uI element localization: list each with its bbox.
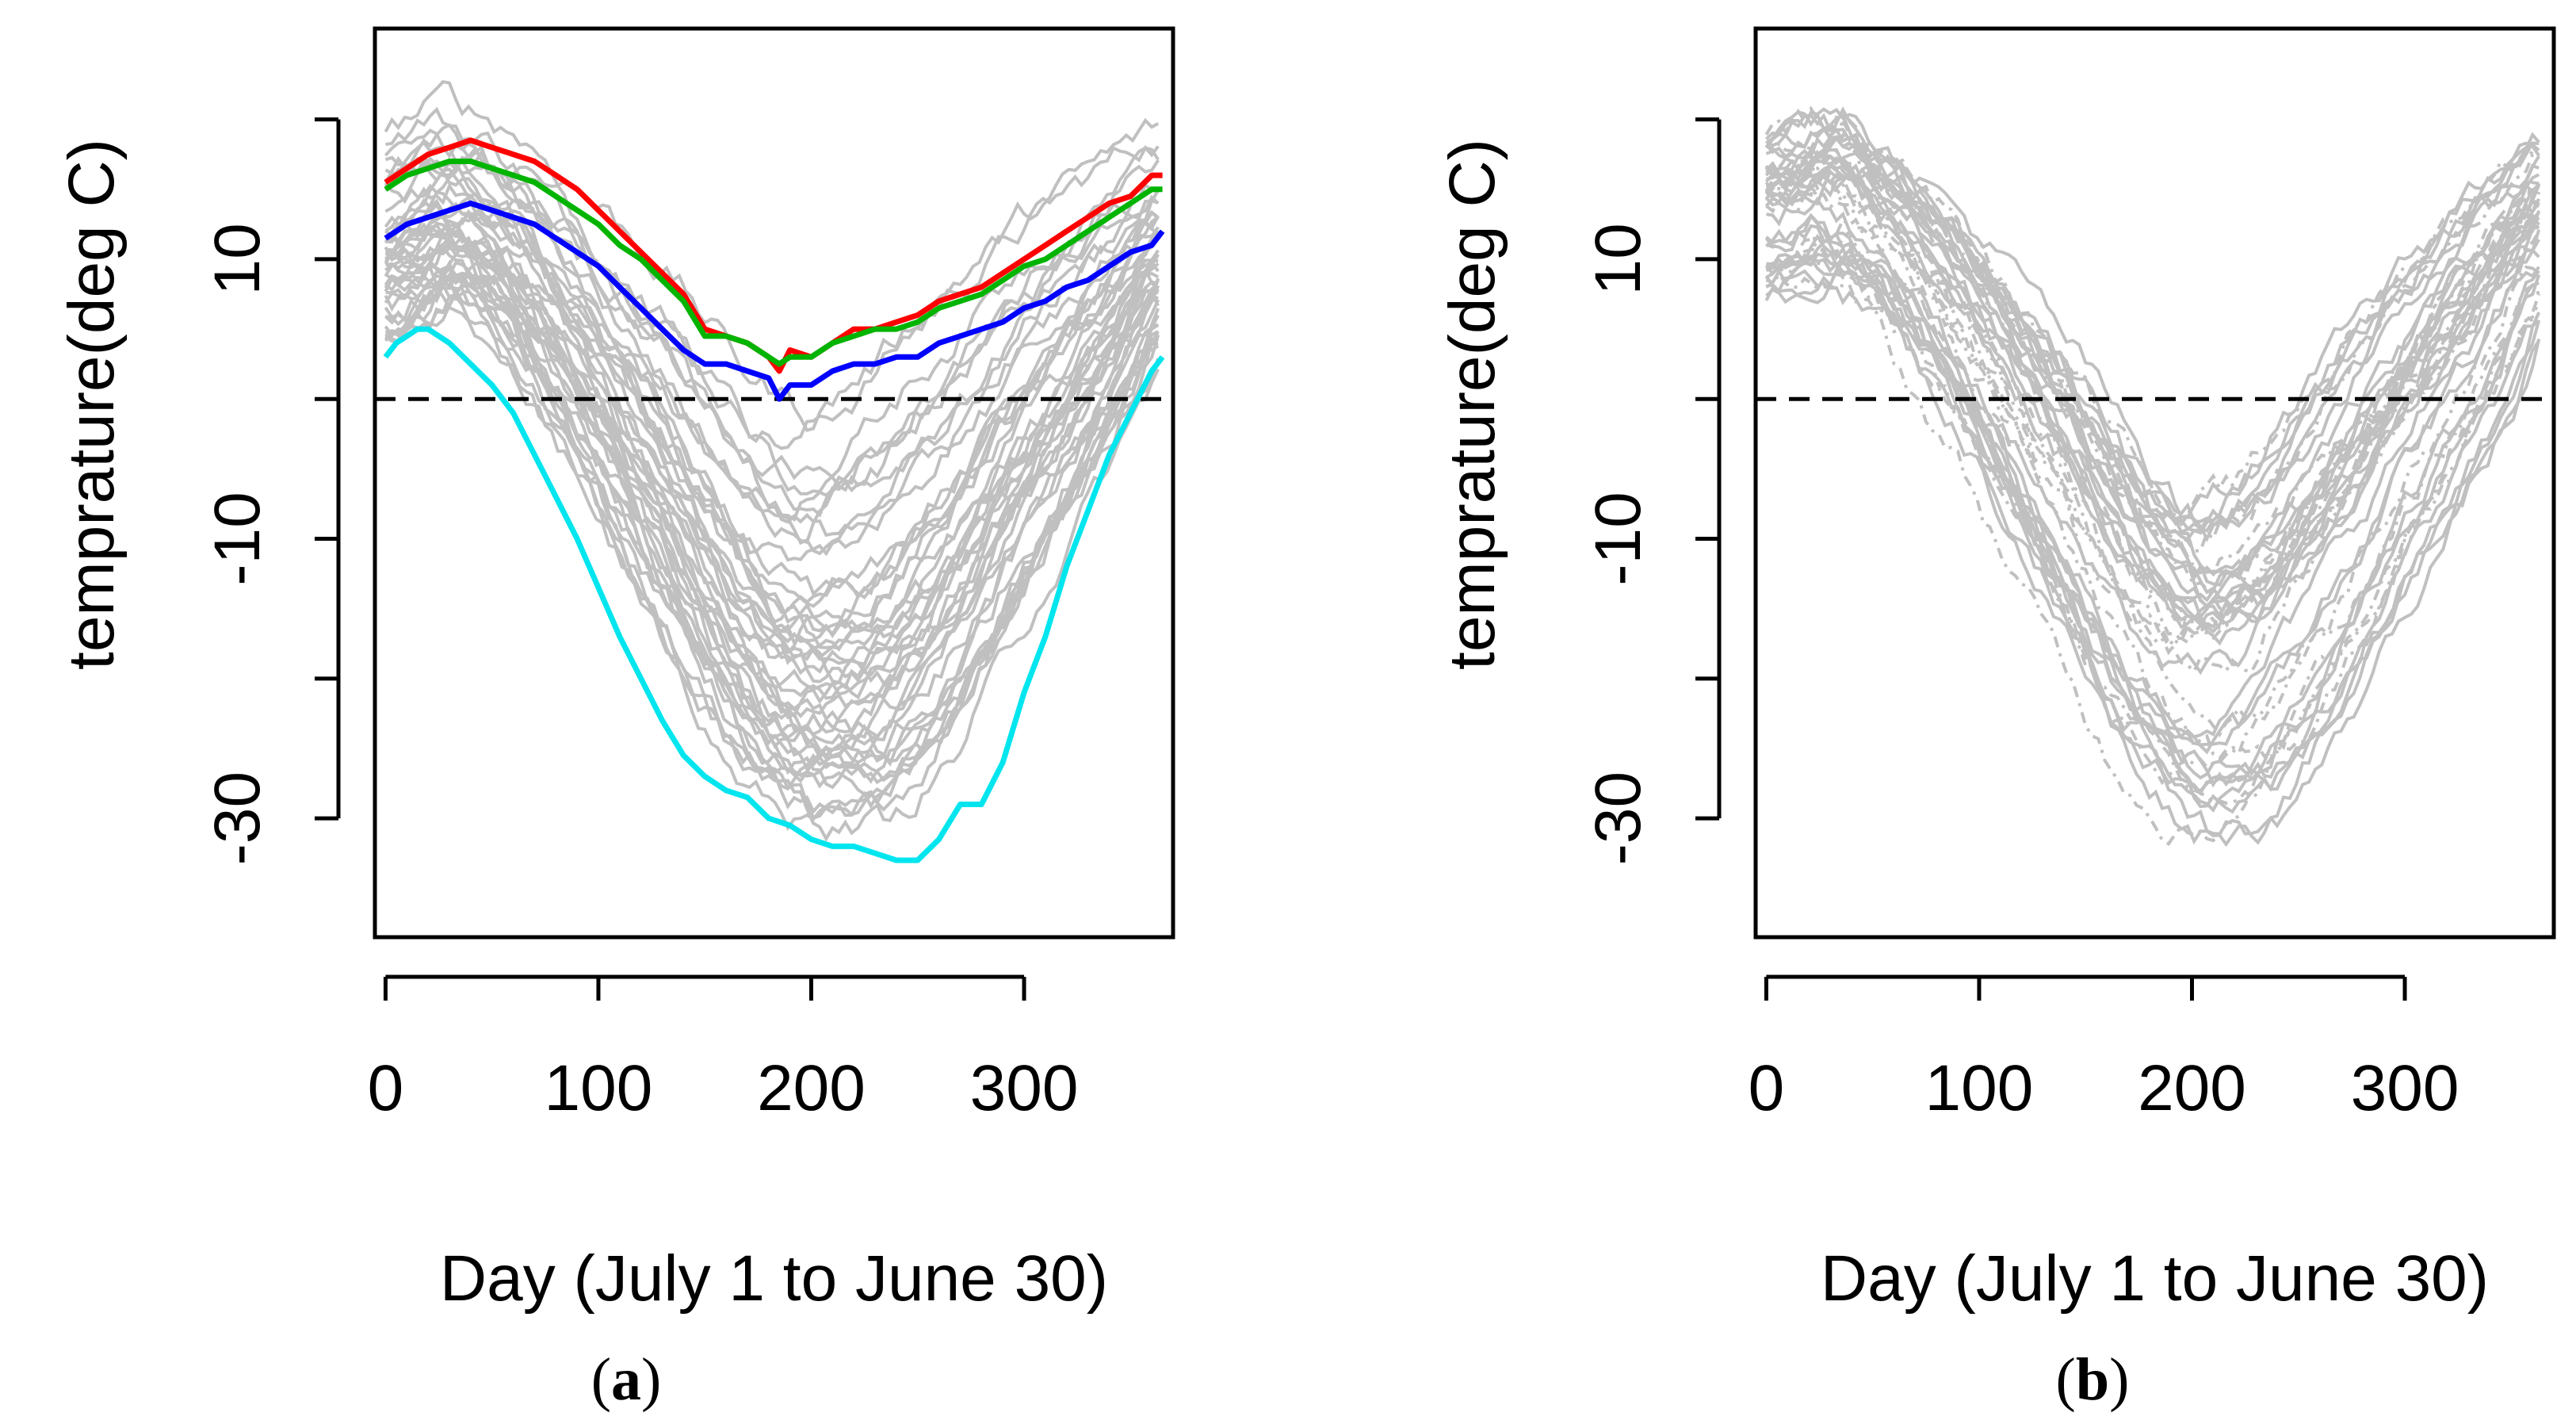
background-curves xyxy=(384,80,1160,842)
plot-frame xyxy=(373,26,1175,940)
panel-label-close: ) xyxy=(2109,1346,2129,1413)
x-axis-label: Day (July 1 to June 30) xyxy=(440,1242,1108,1315)
background-curve xyxy=(384,258,1160,742)
series-line-blue xyxy=(384,200,1165,402)
background-curve xyxy=(1764,158,2540,611)
background-curve xyxy=(385,213,1159,650)
plot-frame xyxy=(1753,26,2556,940)
background-curve xyxy=(1765,230,2541,761)
background-curve xyxy=(1764,212,2540,739)
background-curve xyxy=(1765,106,2540,528)
series-line-cyan xyxy=(383,326,1165,863)
y-axis: 10 -10 -30 xyxy=(201,117,341,866)
x-tick-label: 200 xyxy=(757,1052,866,1124)
y-tick-label: 10 xyxy=(1582,223,1654,295)
x-tick-label: 0 xyxy=(1749,1052,1785,1124)
x-axis-label: Day (July 1 to June 30) xyxy=(1821,1242,2489,1315)
x-tick-label: 200 xyxy=(2138,1052,2246,1124)
background-curve xyxy=(384,221,1160,665)
background-curve xyxy=(384,167,1160,600)
background-curve xyxy=(384,239,1160,739)
x-tick-label: 300 xyxy=(2351,1052,2459,1124)
background-curve xyxy=(1766,237,2540,786)
panel-label-open: ( xyxy=(591,1346,611,1413)
background-curve xyxy=(1764,160,2541,641)
background-curve xyxy=(384,267,1159,790)
background-curve xyxy=(384,211,1160,685)
y-axis-label: temprature(deg C) xyxy=(1436,139,1508,670)
background-curve xyxy=(1765,212,2540,747)
background-curve xyxy=(384,80,1160,432)
chart-panel-b: 0 100 200 300 10 -10 -30 Day (July 1 to June … xyxy=(1436,26,2556,1413)
background-curve xyxy=(1765,216,2540,737)
background-curve xyxy=(384,144,1160,538)
panel-label-close: ) xyxy=(641,1346,661,1413)
background-curve xyxy=(1764,147,2540,576)
x-axis: 0 100 200 300 xyxy=(368,974,1079,1124)
y-axis: 10 -10 -30 xyxy=(1582,117,1722,866)
y-tick-label: 10 xyxy=(201,223,273,295)
y-tick-label: -30 xyxy=(1582,771,1654,866)
background-curve xyxy=(1764,132,2540,577)
x-tick-label: 100 xyxy=(545,1052,653,1124)
background-curve xyxy=(1764,269,2541,848)
background-curve xyxy=(1765,177,2540,656)
background-curve xyxy=(384,128,1160,496)
background-curve xyxy=(1764,115,2540,553)
background-curve xyxy=(384,146,1160,523)
background-curve xyxy=(1765,247,2540,788)
x-axis: 0 100 200 300 xyxy=(1749,974,2459,1124)
background-curve xyxy=(384,266,1160,791)
x-tick-label: 100 xyxy=(1925,1052,2034,1124)
background-curve xyxy=(384,259,1160,784)
panel-label: (a) xyxy=(591,1346,662,1413)
panel-label: (b) xyxy=(2056,1346,2130,1413)
chart-panel-a: 0 100 200 300 10 -10 -30 Day (July 1 to June … xyxy=(55,26,1175,1413)
x-tick-label: 300 xyxy=(970,1052,1079,1124)
background-curve xyxy=(1765,172,2540,627)
background-curve xyxy=(1765,247,2541,805)
panel-label-open: ( xyxy=(2056,1346,2076,1413)
background-curve xyxy=(1764,232,2541,782)
background-curve xyxy=(384,182,1160,608)
background-curve xyxy=(384,242,1160,734)
background-curve xyxy=(1764,149,2540,582)
background-curve xyxy=(1765,127,2540,542)
y-axis-label: temprature(deg C) xyxy=(55,139,128,670)
y-tick-label: -10 xyxy=(1582,492,1654,586)
highlight-series xyxy=(383,137,1165,863)
series-line-green xyxy=(384,159,1163,367)
background-curve xyxy=(1764,165,2540,634)
x-tick-label: 0 xyxy=(368,1052,404,1124)
background-curves xyxy=(1764,105,2541,848)
y-tick-label: -10 xyxy=(201,492,273,586)
background-curve xyxy=(1764,113,2540,535)
panel-label-letter: b xyxy=(2076,1346,2109,1413)
background-curve xyxy=(384,219,1160,661)
background-curve xyxy=(384,244,1160,700)
background-curve xyxy=(384,233,1160,691)
y-tick-label: -30 xyxy=(201,771,273,866)
background-curve xyxy=(384,283,1160,842)
series-line-red xyxy=(384,137,1163,374)
background-curve xyxy=(384,271,1160,764)
panel-label-letter: a xyxy=(611,1346,641,1413)
background-curve xyxy=(1765,224,2540,755)
